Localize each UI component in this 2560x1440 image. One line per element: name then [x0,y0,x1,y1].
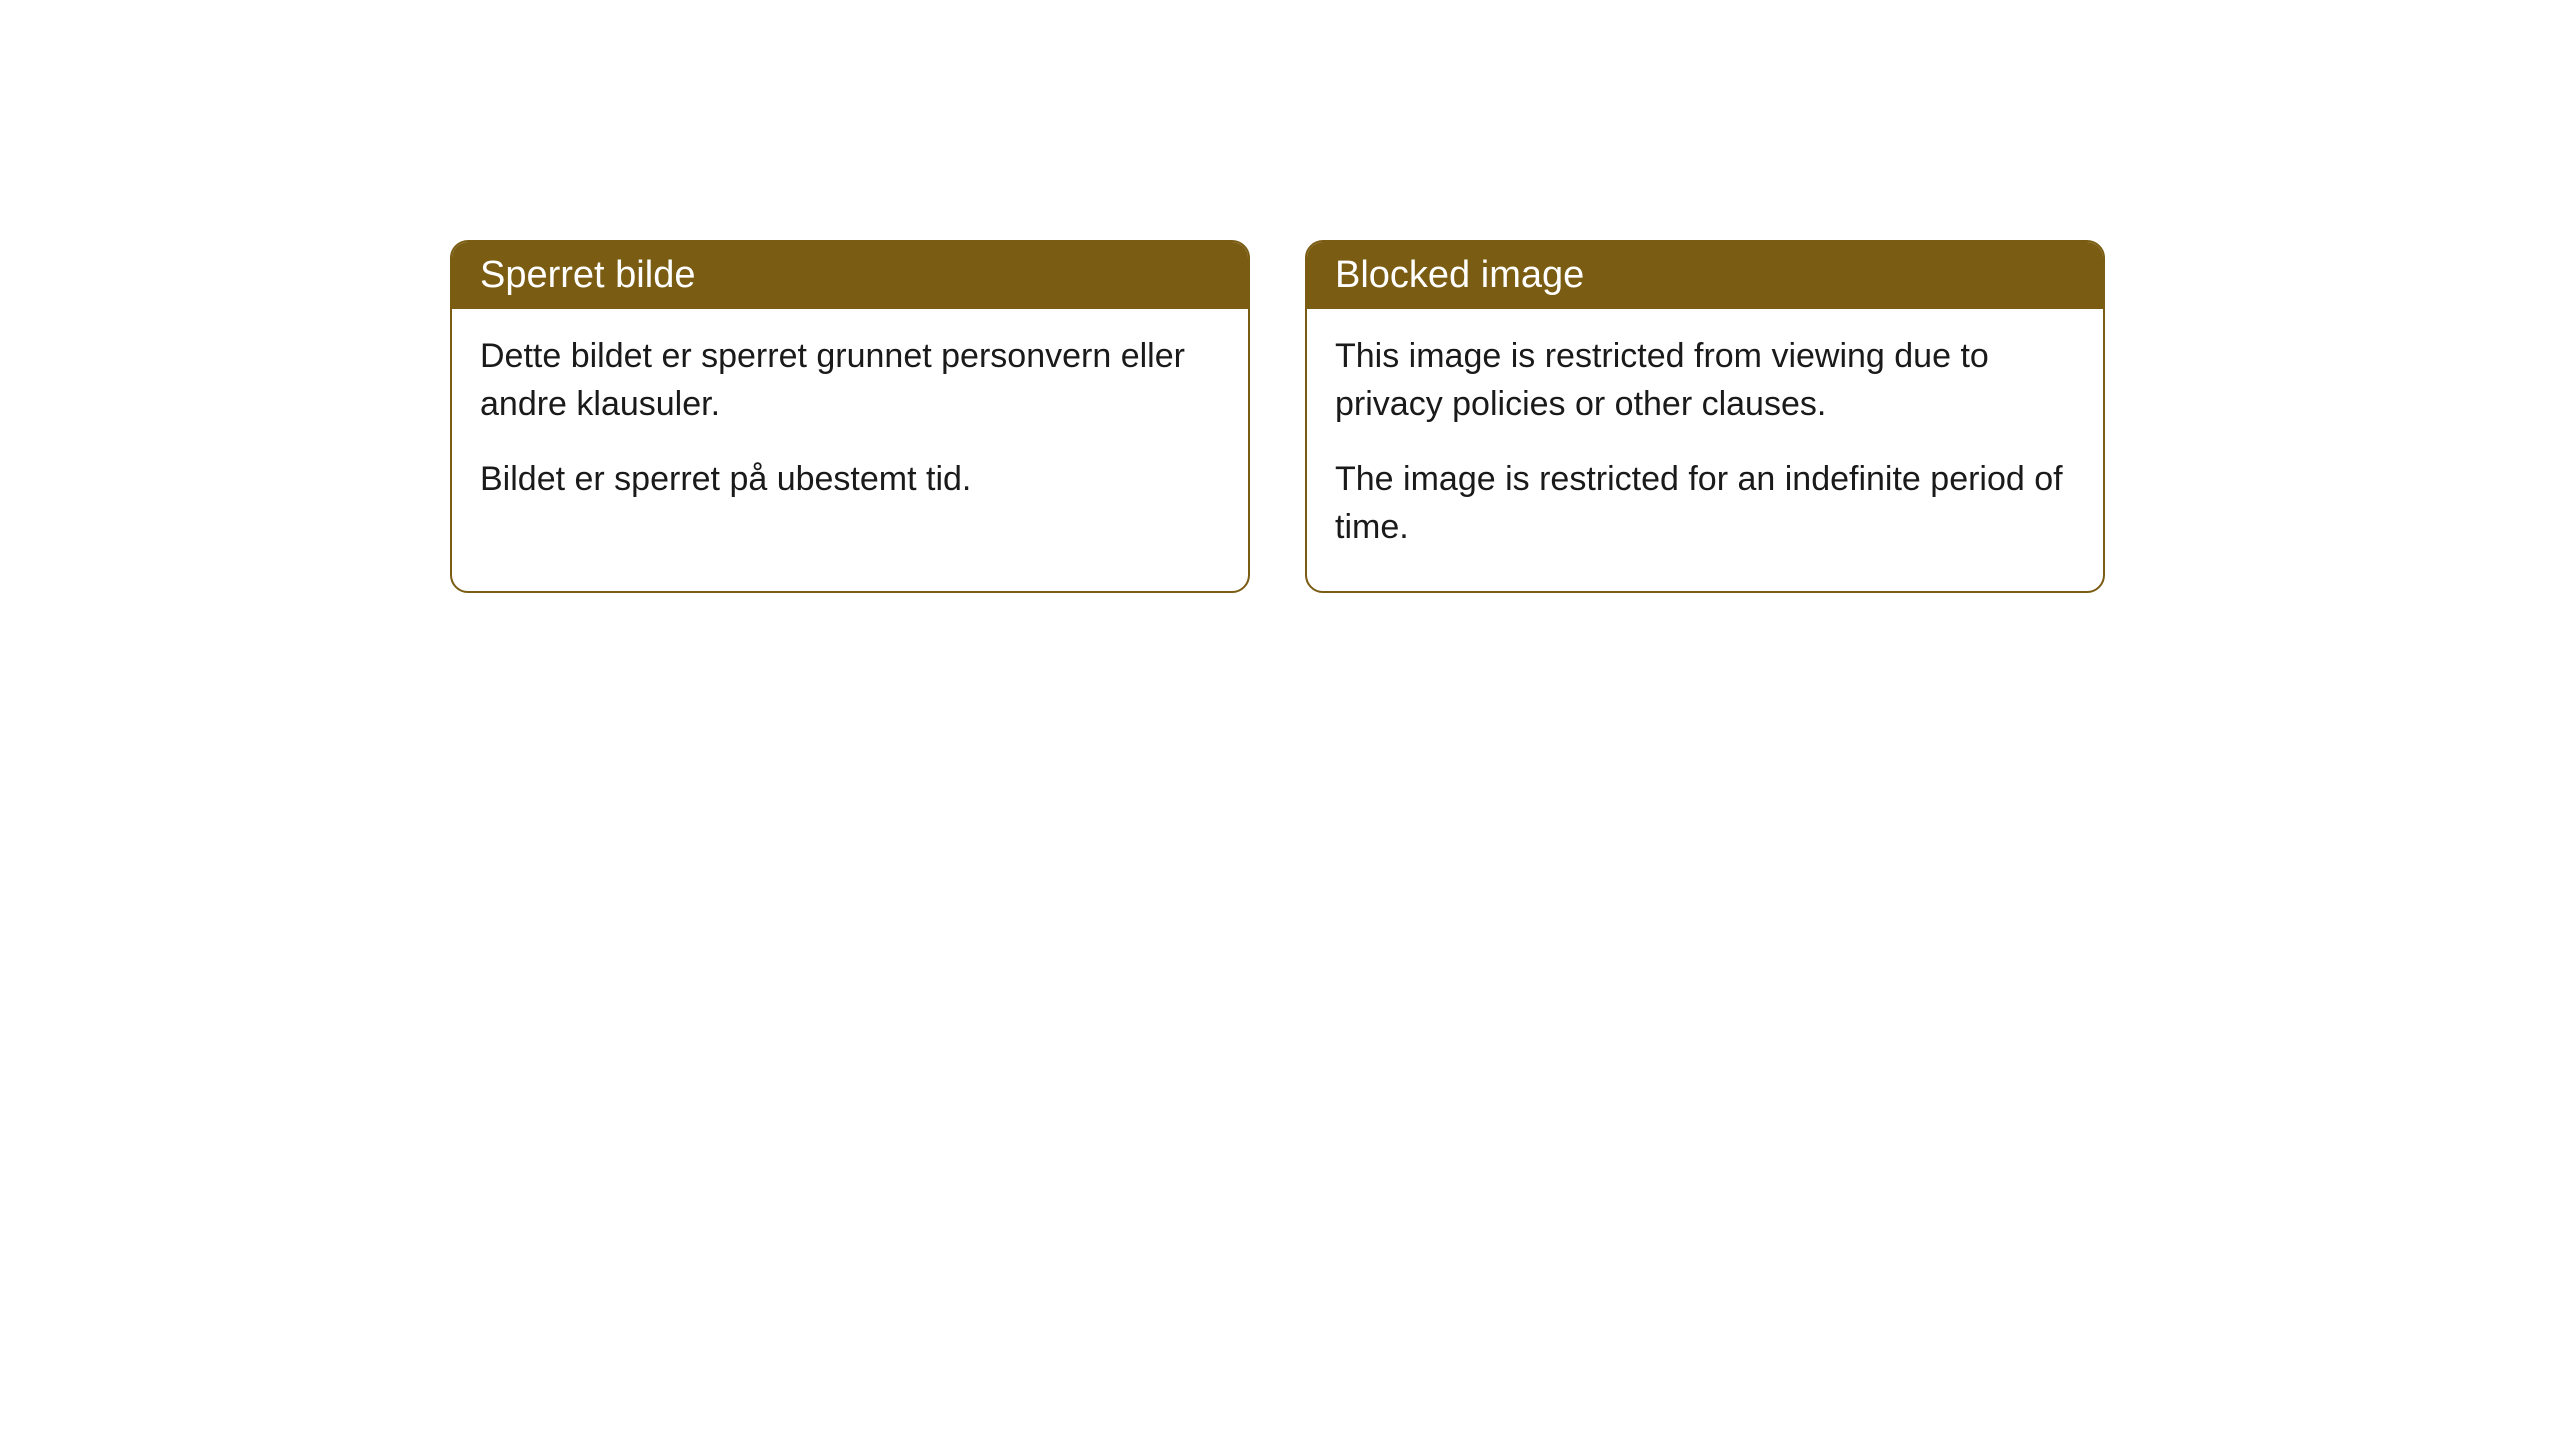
card-paragraph-en-2: The image is restricted for an indefinit… [1335,456,2075,551]
card-paragraph-en-1: This image is restricted from viewing du… [1335,333,2075,428]
card-body-no: Dette bildet er sperret grunnet personve… [452,309,1248,544]
card-title-no: Sperret bilde [480,254,695,296]
blocked-image-card-en: Blocked image This image is restricted f… [1305,240,2105,593]
card-header-no: Sperret bilde [452,242,1248,309]
cards-container: Sperret bilde Dette bildet er sperret gr… [450,240,2560,593]
blocked-image-card-no: Sperret bilde Dette bildet er sperret gr… [450,240,1250,593]
card-header-en: Blocked image [1307,242,2103,309]
card-body-en: This image is restricted from viewing du… [1307,309,2103,591]
card-paragraph-no-1: Dette bildet er sperret grunnet personve… [480,333,1220,428]
card-paragraph-no-2: Bildet er sperret på ubestemt tid. [480,456,1220,504]
card-title-en: Blocked image [1335,254,1584,296]
